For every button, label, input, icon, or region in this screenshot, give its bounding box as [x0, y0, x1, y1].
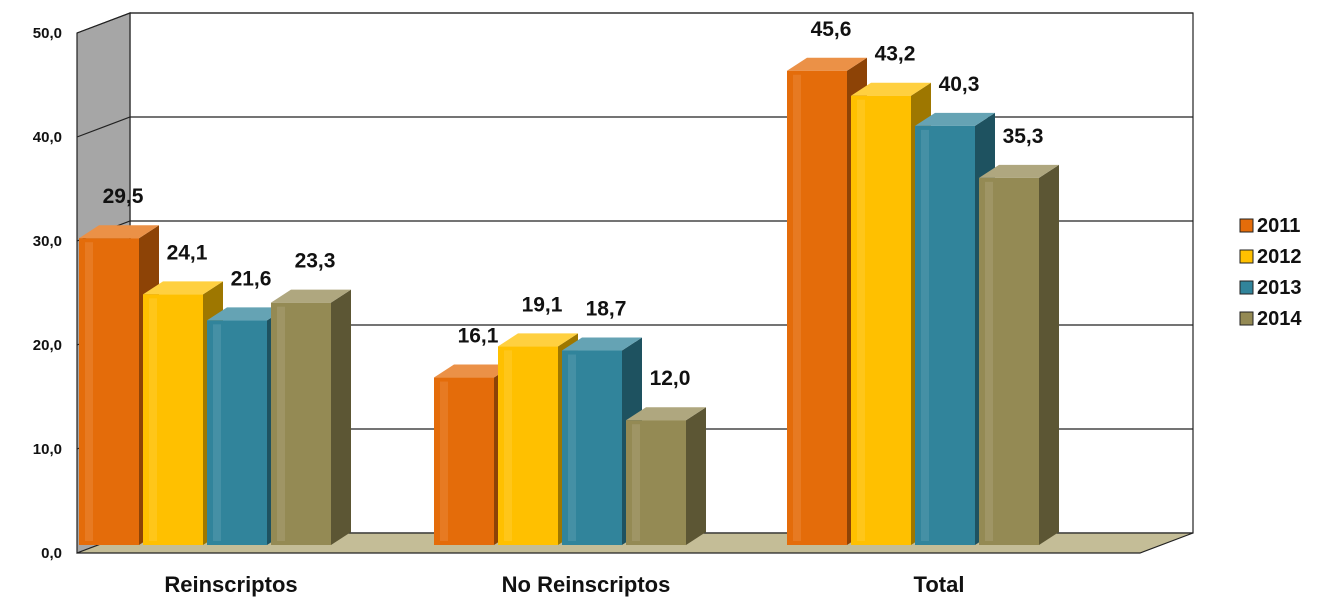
y-tick-label: 10,0 — [33, 441, 62, 458]
y-tick-label: 30,0 — [33, 233, 62, 250]
gridline — [76, 12, 1193, 34]
bars — [79, 57, 1059, 545]
bar-highlight — [857, 99, 865, 541]
legend-swatch — [1239, 280, 1254, 295]
data-label-reinscriptos-2013: 21,6 — [231, 267, 272, 290]
legend-label: 2011 — [1257, 215, 1300, 237]
data-label-no-reinscriptos-2012: 19,1 — [522, 293, 563, 316]
bar-side — [331, 289, 351, 545]
legend-swatch — [1239, 218, 1254, 233]
bar-highlight — [568, 354, 576, 541]
data-label-total-2011: 45,6 — [811, 18, 852, 41]
bar-highlight — [632, 424, 640, 541]
bar-top — [626, 407, 706, 421]
bar-top — [143, 281, 223, 295]
bar-top — [498, 333, 578, 347]
legend-item-2011: 2011 — [1239, 215, 1300, 237]
y-tick-label: 0,0 — [41, 545, 62, 562]
data-label-reinscriptos-2014: 23,3 — [295, 250, 336, 273]
bar-highlight — [149, 298, 157, 541]
y-tick-label: 20,0 — [33, 337, 62, 354]
y-tick-label: 50,0 — [33, 25, 62, 42]
data-label-no-reinscriptos-2013: 18,7 — [586, 298, 627, 321]
bar-reinscriptos-2014 — [271, 289, 351, 545]
legend: 2011 2012 2013 2014 — [1239, 215, 1302, 330]
bar-highlight — [921, 129, 929, 541]
bar-highlight — [440, 381, 448, 541]
bar-top — [787, 57, 867, 71]
category-labels: Reinscriptos No Reinscriptos Total — [164, 572, 964, 597]
data-label-reinscriptos-2011: 29,5 — [103, 185, 144, 208]
bar-top — [562, 337, 642, 351]
bar-highlight — [277, 306, 285, 541]
category-label-no-reinscriptos: No Reinscriptos — [502, 572, 671, 597]
legend-label: 2012 — [1257, 246, 1302, 268]
bar-no-reinscriptos-2014 — [626, 407, 706, 545]
bar-total-2014 — [979, 164, 1059, 545]
data-labels: 29,5 24,1 21,6 23,3 16,1 19,1 18,7 12,0 45,6 43,2… — [103, 18, 1044, 390]
y-tick-label: 40,0 — [33, 129, 62, 146]
bar-top — [271, 289, 351, 303]
bar-total-2012 — [851, 82, 931, 545]
legend-label: 2014 — [1257, 308, 1302, 330]
data-label-total-2013: 40,3 — [939, 73, 980, 96]
bar-top — [207, 307, 287, 321]
legend-label: 2013 — [1257, 277, 1302, 299]
bar-highlight — [213, 324, 221, 541]
bar-top — [915, 112, 995, 126]
legend-swatch — [1239, 249, 1254, 264]
bar-highlight — [985, 181, 993, 541]
bar-top — [979, 164, 1059, 178]
bar-top — [851, 82, 931, 96]
bar-top — [434, 364, 514, 378]
data-label-total-2014: 35,3 — [1003, 125, 1044, 148]
data-label-no-reinscriptos-2011: 16,1 — [458, 325, 499, 348]
data-label-total-2012: 43,2 — [875, 43, 916, 66]
legend-swatch — [1239, 311, 1254, 326]
bar-highlight — [793, 74, 801, 541]
y-axis-ticks: 0,0 10,0 20,0 30,0 40,0 50,0 — [33, 25, 62, 562]
legend-item-2014: 2014 — [1239, 308, 1302, 330]
category-label-reinscriptos: Reinscriptos — [164, 572, 297, 597]
bar-top — [79, 225, 159, 239]
bar-highlight — [85, 242, 93, 541]
category-label-total: Total — [914, 572, 965, 597]
legend-item-2012: 2012 — [1239, 246, 1302, 268]
bar-side — [1039, 164, 1059, 545]
bar-side — [686, 407, 706, 545]
data-label-no-reinscriptos-2014: 12,0 — [650, 367, 691, 390]
data-label-reinscriptos-2012: 24,1 — [167, 241, 208, 264]
legend-item-2013: 2013 — [1239, 277, 1302, 299]
bar-highlight — [504, 350, 512, 541]
